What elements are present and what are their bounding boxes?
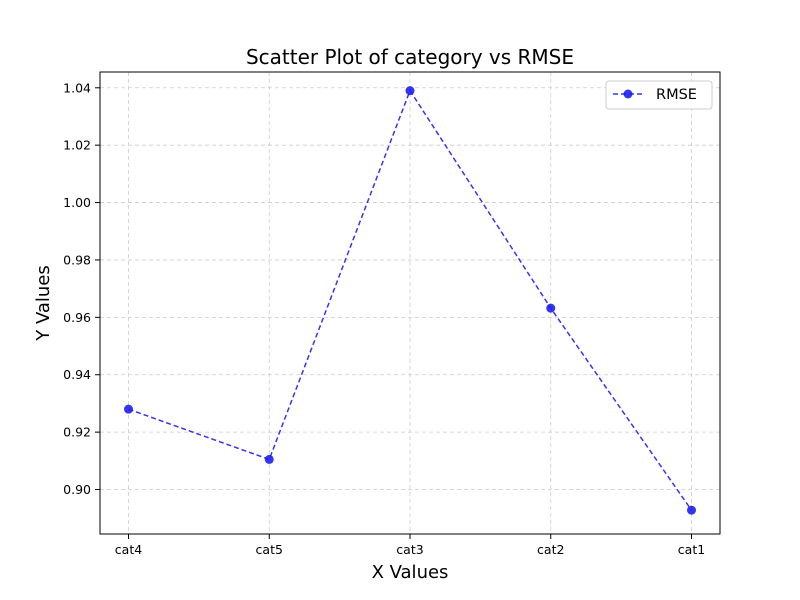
axis-ticks: cat4 cat5 cat3 cat2 cat1 0.90 0.92 0.94 0.96 0.98… bbox=[63, 80, 705, 557]
x-tick-label: cat5 bbox=[256, 542, 283, 557]
data-point bbox=[124, 404, 133, 414]
y-tick-label: 0.94 bbox=[63, 367, 91, 382]
x-tick-label: cat2 bbox=[537, 542, 564, 557]
y-tick-label: 1.02 bbox=[63, 138, 91, 153]
x-tick-label: cat1 bbox=[678, 542, 705, 557]
y-tick-label: 0.90 bbox=[63, 482, 91, 497]
y-axis-label: Y Values bbox=[33, 265, 54, 342]
y-tick-label: 1.04 bbox=[63, 80, 91, 95]
legend-label-rmse: RMSE bbox=[656, 87, 697, 103]
y-tick-label: 0.92 bbox=[63, 425, 91, 440]
x-axis-label: X Values bbox=[372, 562, 449, 583]
legend-marker-swatch bbox=[623, 89, 633, 99]
y-tick-label: 0.98 bbox=[63, 252, 91, 267]
y-tick-label: 1.00 bbox=[63, 195, 91, 210]
chart-title: Scatter Plot of category vs RMSE bbox=[246, 45, 574, 69]
data-point bbox=[687, 505, 696, 515]
grid bbox=[100, 72, 720, 534]
data-point bbox=[546, 303, 556, 313]
data-point bbox=[405, 86, 415, 96]
legend: RMSE bbox=[605, 80, 713, 110]
legend-box bbox=[605, 80, 713, 110]
x-tick-label: cat3 bbox=[396, 542, 423, 557]
y-tick-label: 0.96 bbox=[63, 310, 91, 325]
data-point bbox=[264, 454, 274, 464]
series-rmse bbox=[124, 86, 696, 515]
x-tick-label: cat4 bbox=[115, 542, 142, 557]
